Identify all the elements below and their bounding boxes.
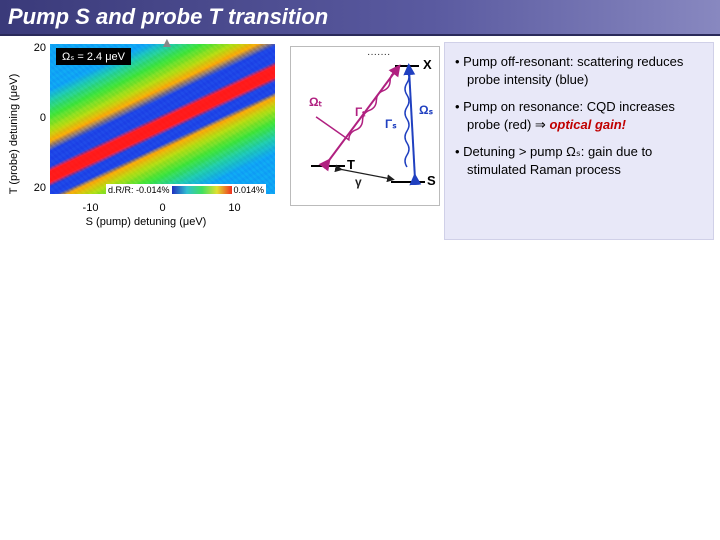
diagram-arrows [291,47,439,205]
gamma-t-label: Γₜ [355,105,366,119]
implies-icon: ⇒ [535,117,546,132]
gamma-label: γ [355,175,362,189]
x-tick: -10 [83,202,99,214]
bullet-3: • Detuning > pump Ωₛ: gain due to stimul… [455,143,703,178]
y-tick: 0 [40,112,46,124]
colorbar-right-label: 0.014% [234,185,265,195]
bullet-1-lead: Pump off-resonant: [463,54,573,69]
content-row: T (probe) detuning (μeV) 20 0 20 Ωₛ = 2.… [0,36,720,236]
bullet-1: • Pump off-resonant: scattering reduces … [455,53,703,88]
title-bar: Pump S and probe T transition [0,0,720,36]
y-tick: 20 [34,182,46,194]
y-tick: 20 [34,42,46,54]
slide-title: Pump S and probe T transition [8,4,328,30]
heatmap-y-ticks: 20 0 20 [26,40,48,200]
gamma-s-label: Γₛ [385,117,397,131]
heatmap-panel: T (probe) detuning (μeV) 20 0 20 Ωₛ = 2.… [6,40,286,228]
colorbar-left-label: d.R/R: -0.014% [108,185,170,195]
energy-diagram: ······· X T S [290,46,440,206]
colorbar: d.R/R: -0.014% 0.014% [106,184,266,196]
bullet-2-highlight: optical gain! [546,117,626,132]
marker-triangle-icon: ▲ [160,34,174,50]
colorbar-strip [172,186,232,194]
omega-t-label: Ωₜ [309,95,322,109]
heatmap-x-label: S (pump) detuning (μeV) [86,216,207,228]
heatmap-inset-label: Ωₛ = 2.4 μeV [56,48,131,65]
bullets-panel: • Pump off-resonant: scattering reduces … [444,42,714,240]
bullet-2: • Pump on resonance: CQD increases probe… [455,98,703,133]
omega-s-label: Ωₛ [419,103,433,117]
heatmap-noise-overlay [50,44,275,194]
bullet-3-lead: Detuning > pump Ωₛ: [463,144,584,159]
bullet-2-lead: Pump on resonance: [463,99,583,114]
x-tick: 0 [159,202,165,214]
heatmap-y-label: T (probe) detuning (μeV) [8,74,20,194]
x-tick: 10 [228,202,240,214]
heatmap-x-ticks: -10 0 10 [50,202,275,214]
